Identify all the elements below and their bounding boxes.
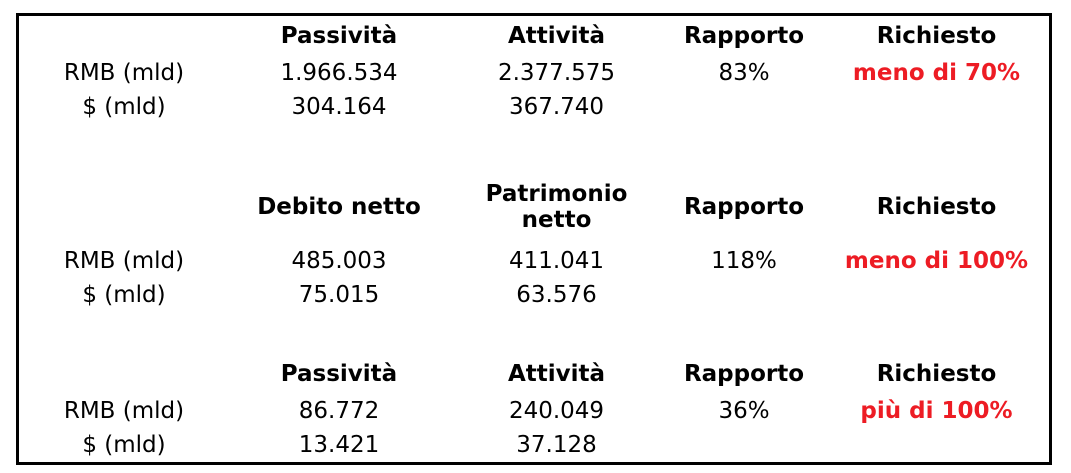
column-header-rapporto: Rapporto xyxy=(683,22,805,49)
financial-ratios-table: Passività Attività Rapporto Richiesto RM… xyxy=(19,16,1049,462)
value-cell: 367.740 xyxy=(508,93,605,120)
table-row: $ (mld) 75.015 63.576 xyxy=(19,278,1049,312)
value-cell: 2.377.575 xyxy=(497,59,616,86)
column-header-debito-netto: Debito netto xyxy=(257,193,421,220)
section2-header-row: Debito netto Patrimonio netto Rapporto R… xyxy=(19,170,1049,244)
spacer-row xyxy=(19,312,1049,354)
spacer-row xyxy=(19,124,1049,170)
required-cell xyxy=(824,428,1049,462)
ratio-cell: 36% xyxy=(718,397,770,424)
row-label: $ (mld) xyxy=(82,431,166,458)
column-header-richiesto: Richiesto xyxy=(876,193,997,220)
value-cell: 485.003 xyxy=(291,247,387,274)
ratio-cell xyxy=(664,278,824,312)
empty-corner-cell xyxy=(19,16,229,56)
table-row: RMB (mld) 485.003 411.041 118% meno di 1… xyxy=(19,244,1049,278)
ratio-cell xyxy=(664,90,824,124)
table-row: RMB (mld) 1.966.534 2.377.575 83% meno d… xyxy=(19,56,1049,90)
required-cell: meno di 70% xyxy=(852,59,1021,86)
column-header-rapporto: Rapporto xyxy=(683,193,805,220)
value-cell: 63.576 xyxy=(516,281,597,308)
table-row: $ (mld) 13.421 37.128 xyxy=(19,428,1049,462)
ratio-cell xyxy=(664,428,824,462)
column-header-richiesto: Richiesto xyxy=(876,22,997,49)
row-label: RMB (mld) xyxy=(63,247,185,274)
ratio-cell: 83% xyxy=(718,59,770,86)
value-cell: 86.772 xyxy=(298,397,380,424)
empty-corner-cell xyxy=(19,170,229,244)
column-header-attivita: Attività xyxy=(507,22,606,49)
column-header-passivita: Passività xyxy=(280,360,398,387)
row-label: $ (mld) xyxy=(82,281,166,308)
row-label: RMB (mld) xyxy=(63,59,185,86)
column-header-rapporto: Rapporto xyxy=(683,360,805,387)
column-header-attivita: Attività xyxy=(507,360,606,387)
column-header-richiesto: Richiesto xyxy=(876,360,997,387)
table-row: RMB (mld) 86.772 240.049 36% più di 100% xyxy=(19,394,1049,428)
value-cell: 75.015 xyxy=(298,281,380,308)
required-cell: più di 100% xyxy=(860,397,1013,424)
row-label: $ (mld) xyxy=(82,93,166,120)
ratio-cell: 118% xyxy=(711,247,777,274)
value-cell: 1.966.534 xyxy=(280,59,398,86)
column-header-passivita: Passività xyxy=(280,22,398,49)
row-label: RMB (mld) xyxy=(63,397,185,424)
value-cell: 37.128 xyxy=(516,431,597,458)
value-cell: 240.049 xyxy=(508,397,605,424)
column-header-patrimonio-netto: Patrimonio netto xyxy=(485,180,628,233)
table-row: $ (mld) 304.164 367.740 xyxy=(19,90,1049,124)
required-cell xyxy=(824,278,1049,312)
value-cell: 411.041 xyxy=(508,247,605,274)
section1-header-row: Passività Attività Rapporto Richiesto xyxy=(19,16,1049,56)
value-cell: 13.421 xyxy=(298,431,380,458)
empty-corner-cell xyxy=(19,354,229,394)
required-cell xyxy=(824,90,1049,124)
required-cell: meno di 100% xyxy=(844,247,1029,274)
table-border-frame: Passività Attività Rapporto Richiesto RM… xyxy=(16,13,1052,465)
section3-header-row: Passività Attività Rapporto Richiesto xyxy=(19,354,1049,394)
value-cell: 304.164 xyxy=(291,93,387,120)
